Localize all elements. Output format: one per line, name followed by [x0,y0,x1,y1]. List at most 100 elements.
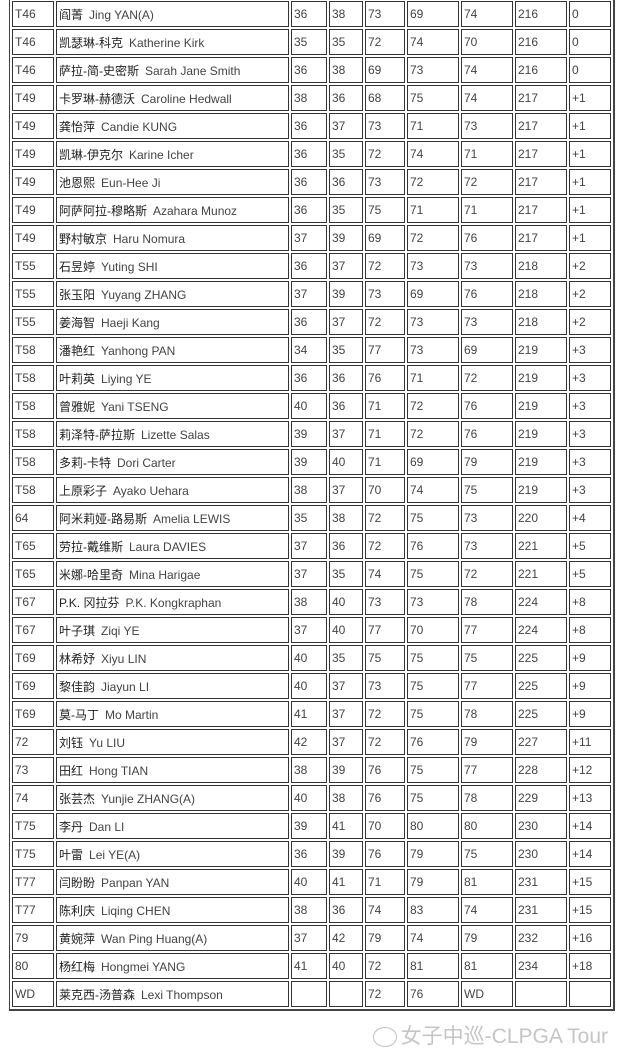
table-row: T49 龚怡萍 Candie KUNG 36 37 73 71 73 217 +1 [12,113,611,139]
round-3-cell: 70 [461,29,513,55]
total-cell: 217 [515,85,567,111]
r1-front-cell: 37 [291,533,327,559]
position-cell: T55 [12,281,54,307]
r1-back-cell: 37 [329,673,363,699]
position-cell: T58 [12,421,54,447]
player-cell: 陈利庆 Liqing CHEN [56,897,289,923]
player-name-chinese: P.K. 冈拉芬 [59,595,120,610]
r1-front-cell: 36 [291,841,327,867]
player-name-english: Jiayun LI [101,679,150,694]
total-cell: 232 [515,925,567,951]
to-par-cell: +9 [569,645,611,671]
table-row: T69 黎佳韵 Jiayun LI 40 37 73 75 77 225 +9 [12,673,611,699]
total-cell: 225 [515,701,567,727]
total-cell: 225 [515,645,567,671]
round-3-cell: 81 [461,953,513,979]
player-name-chinese: 阎菁 [59,7,84,22]
player-name-english: Jing YAN(A) [89,7,154,22]
total-cell: 231 [515,869,567,895]
position-cell: T75 [12,813,54,839]
player-cell: 阿萨阿拉-穆略斯 Azahara Munoz [56,197,289,223]
table-row: 80 杨红梅 Hongmei YANG 41 40 72 81 81 234 +18 [12,953,611,979]
to-par-cell: +1 [569,225,611,251]
table-row: T65 米娜-哈里奇 Mina Harigae 37 35 74 75 72 221 +5 [12,561,611,587]
to-par-cell: +15 [569,897,611,923]
position-cell: T46 [12,57,54,83]
position-cell: 72 [12,729,54,755]
table-row: T55 姜海智 Haeji Kang 36 37 72 73 73 218 +2 [12,309,611,335]
r1-front-cell: 40 [291,393,327,419]
total-cell: 221 [515,533,567,559]
r1-back-cell: 38 [329,505,363,531]
round-3-cell: 72 [461,561,513,587]
round-3-cell: 79 [461,729,513,755]
table-row: WD 莱克西-汤普森 Lexi Thompson 72 76 WD [12,981,611,1007]
player-cell: 杨红梅 Hongmei YANG [56,953,289,979]
r1-front-cell: 37 [291,561,327,587]
round-1-cell: 76 [365,365,405,391]
position-cell: WD [12,981,54,1007]
total-cell: 218 [515,253,567,279]
player-name-english: Yuyang ZHANG [101,287,187,302]
table-row: T46 凯瑟琳-科克 Katherine Kirk 35 35 72 74 70 216 0 [12,29,611,55]
total-cell: 230 [515,813,567,839]
player-name-english: Yu LIU [89,735,126,750]
to-par-cell: +18 [569,953,611,979]
round-1-cell: 69 [365,225,405,251]
player-cell: P.K. 冈拉芬 P.K. Kongkraphan [56,589,289,615]
round-2-cell: 75 [407,701,459,727]
leaderboard-table: T46 阎菁 Jing YAN(A) 36 38 73 69 74 216 0 T46 凯瑟琳-科克 K… [10,0,613,1009]
to-par-cell: +1 [569,141,611,167]
player-name-english: Liying YE [101,371,152,386]
to-par-cell: +3 [569,449,611,475]
player-cell: 田红 Hong TIAN [56,757,289,783]
r1-back-cell: 38 [329,1,363,27]
to-par-cell: +15 [569,869,611,895]
table-row: T69 林希妤 Xiyu LIN 40 35 75 75 75 225 +9 [12,645,611,671]
player-name-english: Ziqi YE [101,623,140,638]
round-1-cell: 72 [365,309,405,335]
position-cell: T77 [12,869,54,895]
player-name-english: Hong TIAN [89,763,149,778]
position-cell: T49 [12,141,54,167]
r1-front-cell: 40 [291,673,327,699]
player-name-chinese: 凯琳-伊克尔 [59,147,123,162]
table-row: 64 阿米莉娅-路易斯 Amelia LEWIS 35 38 72 75 73 220 +4 [12,505,611,531]
round-3-cell: 79 [461,449,513,475]
r1-back-cell: 35 [329,645,363,671]
player-cell: 凯瑟琳-科克 Katherine Kirk [56,29,289,55]
player-name-english: Hongmei YANG [101,959,186,974]
player-name-chinese: 上原彩子 [59,483,108,498]
player-name-english: Karine Icher [129,147,194,162]
player-cell: 叶子琪 Ziqi YE [56,617,289,643]
total-cell: 219 [515,421,567,447]
r1-back-cell: 40 [329,617,363,643]
r1-back-cell: 37 [329,701,363,727]
player-name-english: Sarah Jane Smith [145,63,241,78]
r1-back-cell: 35 [329,337,363,363]
round-3-cell: 78 [461,589,513,615]
player-name-chinese: 黄婉萍 [59,931,96,946]
player-cell: 刘钰 Yu LIU [56,729,289,755]
to-par-cell: 0 [569,1,611,27]
player-name-english: Katherine Kirk [129,35,205,50]
to-par-cell [569,981,611,1007]
round-3-cell: 73 [461,113,513,139]
table-row: T67 P.K. 冈拉芬 P.K. Kongkraphan 38 40 73 73 78 224… [12,589,611,615]
round-2-cell: 72 [407,169,459,195]
player-cell: 黎佳韵 Jiayun LI [56,673,289,699]
round-1-cell: 73 [365,169,405,195]
player-name-chinese: 田红 [59,763,84,778]
player-name-chinese: 多莉-卡特 [59,455,111,470]
round-1-cell: 74 [365,897,405,923]
total-cell: 227 [515,729,567,755]
round-1-cell: 73 [365,673,405,699]
round-3-cell: 80 [461,813,513,839]
player-name-chinese: 李丹 [59,819,84,834]
position-cell: T67 [12,589,54,615]
total-cell: 228 [515,757,567,783]
round-1-cell: 73 [365,589,405,615]
total-cell: 224 [515,589,567,615]
total-cell: 219 [515,365,567,391]
r1-back-cell: 37 [329,253,363,279]
